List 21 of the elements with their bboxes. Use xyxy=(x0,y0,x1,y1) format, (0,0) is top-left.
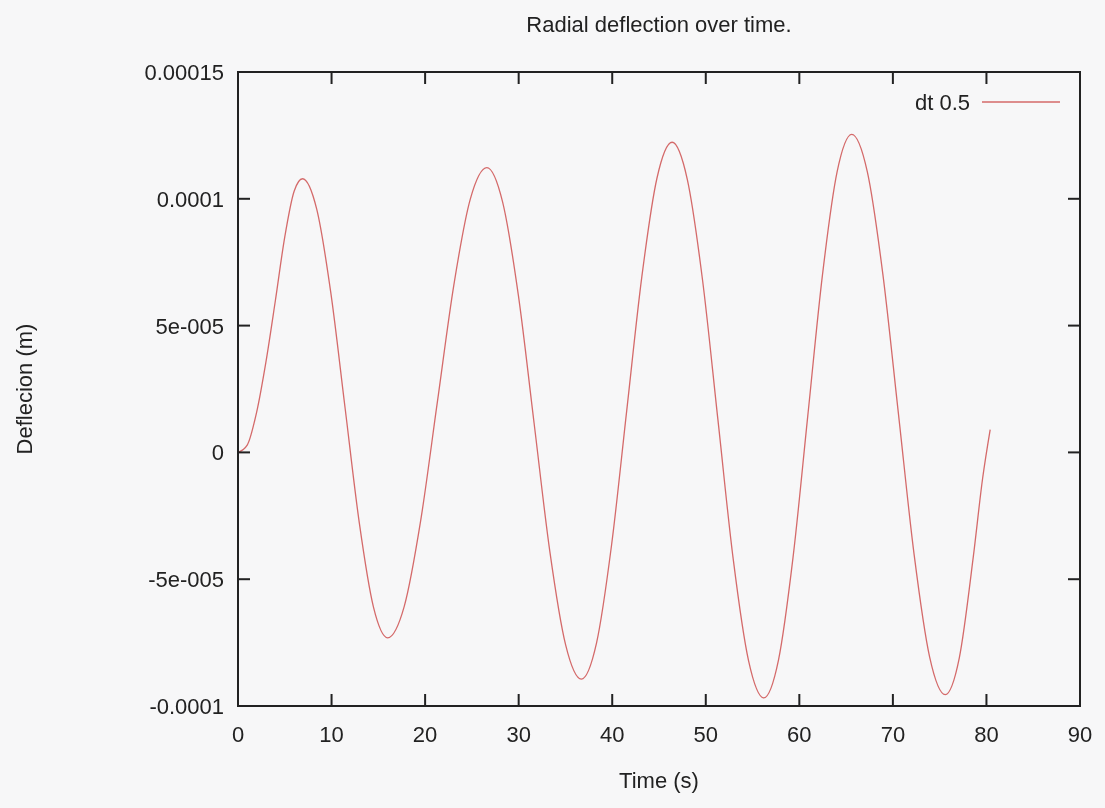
x-tick-label: 20 xyxy=(412,722,438,747)
x-tick-label: 10 xyxy=(319,722,344,747)
x-tick-label: 50 xyxy=(693,722,719,747)
y-tick-label: 0.00015 xyxy=(144,60,224,85)
line-series xyxy=(238,133,991,699)
y-tick-label: 0.0001 xyxy=(156,186,224,212)
x-tick-label: 70 xyxy=(880,722,906,747)
x-tick-label: 40 xyxy=(599,722,625,747)
chart-title: Radial deflection over time. xyxy=(526,12,792,37)
x-tick-label: 60 xyxy=(787,722,812,747)
y-tick-label: 5e-005 xyxy=(155,313,224,339)
x-tick-label: 30 xyxy=(506,722,531,747)
y-tick-label: 0 xyxy=(211,440,224,466)
x-tick-label: 0 xyxy=(231,722,245,747)
y-axis-title: Deflecion (m) xyxy=(12,323,37,455)
y-tick-label: -5e-005 xyxy=(148,567,224,593)
y-tick-label: -0.0001 xyxy=(149,694,224,719)
legend-label: dt 0.5 xyxy=(914,90,970,115)
x-tick-label: 90 xyxy=(1067,722,1093,747)
x-axis-title: Time (s) xyxy=(619,768,699,793)
x-tick-label: 80 xyxy=(974,722,999,747)
